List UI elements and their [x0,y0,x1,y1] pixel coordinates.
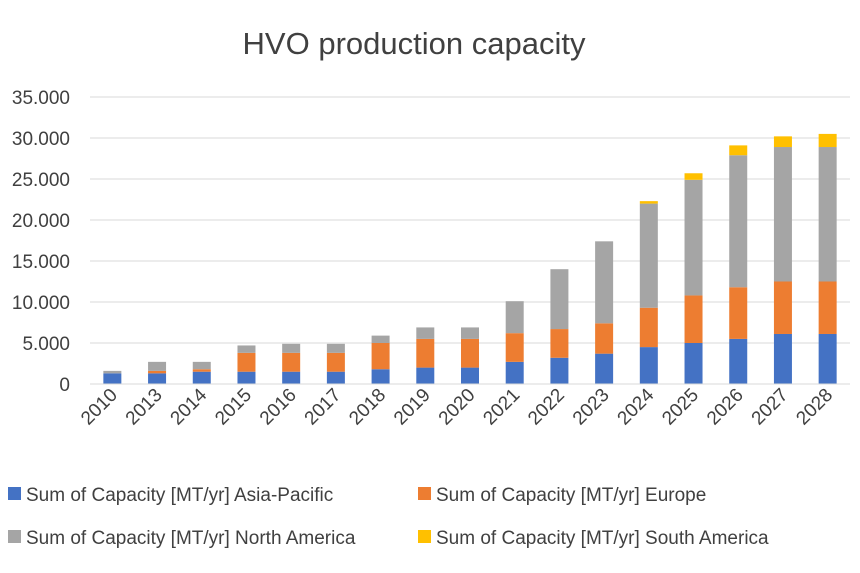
bar-segment [595,323,614,354]
bar-segment [773,281,792,334]
x-tick-label: 2019 [390,385,435,430]
legend-swatch [418,487,431,500]
bar-segment [326,343,345,353]
bar-segment [371,343,390,370]
grid-lines [90,96,850,344]
y-axis-ticks: 0 5.000 10.000 15.000 20.000 25.000 30.000 35.0… [12,88,70,396]
bar-segment [818,133,837,148]
y-tick-label: 35.000 [12,88,70,109]
bar-segment [192,361,211,370]
bars [103,133,837,384]
legend-label: Sum of Capacity [MT/yr] South America [436,528,769,549]
bar-segment [639,201,658,204]
bar-segment [282,343,301,353]
bar-segment [550,329,569,358]
bar-segment [550,357,569,384]
x-tick-label: 2021 [479,385,524,430]
y-tick-label: 30.000 [12,129,70,150]
y-tick-label: 15.000 [12,252,70,273]
bar-segment [684,173,703,180]
bar-segment [773,147,792,282]
bar-segment [326,352,345,372]
legend-swatch [418,530,431,543]
bar-segment [818,281,837,334]
y-tick-label: 0 [59,375,70,396]
bar-segment [237,352,256,372]
chart-title: HVO production capacity [243,26,586,61]
bar-segment [371,369,390,384]
bar-segment [371,335,390,343]
y-tick-label: 20.000 [12,211,70,232]
bar-segment [729,145,748,156]
bar-segment [192,369,211,372]
bar-segment [684,179,703,296]
x-tick-label: 2015 [211,385,256,430]
legend-swatch [8,487,21,500]
bar-segment [282,371,301,384]
bar-segment [192,371,211,384]
bar-segment [505,361,524,384]
bar-segment [639,347,658,384]
bar-segment [505,333,524,362]
bar-segment [684,295,703,343]
bar-segment [237,371,256,384]
y-tick-label: 10.000 [12,293,70,314]
bar-segment [461,367,479,384]
bar-segment [461,338,479,368]
bar-segment [773,333,792,384]
x-tick-label: 2018 [345,385,390,430]
x-tick-label: 2024 [614,384,659,429]
x-tick-label: 2014 [167,384,212,429]
bar-segment [103,370,122,374]
bar-segment [326,371,345,384]
x-tick-label: 2017 [301,385,346,430]
x-tick-label: 2027 [748,385,793,430]
bar-segment [416,327,435,339]
y-tick-label: 25.000 [12,170,70,191]
bar-segment [416,367,435,384]
x-tick-label: 2020 [435,385,480,430]
bar-segment [595,241,614,324]
bar-segment [684,343,703,384]
bar-segment [729,287,748,339]
legend: Sum of Capacity [MT/yr] Asia-Pacific Sum … [8,485,769,549]
bar-segment [237,345,256,353]
bar-segment [148,370,167,374]
bar-segment [282,352,301,372]
x-tick-label: 2026 [703,385,748,430]
x-tick-label: 2028 [792,385,837,430]
bar-segment [148,373,167,384]
x-tick-label: 2023 [569,385,614,430]
bar-segment [461,327,479,339]
y-tick-label: 5.000 [22,334,70,355]
bar-segment [729,338,748,384]
x-axis-ticks: 2010 2013 2014 2015 2016 2017 2018 2019 2020 2021… [77,384,837,429]
bar-segment [639,203,658,308]
x-tick-label: 2022 [524,385,569,430]
bar-segment [505,301,524,334]
bar-segment [818,333,837,384]
x-tick-label: 2013 [122,385,167,430]
x-tick-label: 2016 [256,385,301,430]
bar-segment [639,307,658,348]
bar-segment [550,269,569,330]
x-tick-label: 2010 [77,385,122,430]
bar-segment [729,155,748,288]
legend-swatch [8,530,21,543]
legend-label: Sum of Capacity [MT/yr] Europe [436,485,706,506]
legend-label: Sum of Capacity [MT/yr] Asia-Pacific [26,485,333,506]
bar-segment [773,136,792,148]
bar-segment [148,361,167,371]
bar-segment [103,373,122,384]
legend-label: Sum of Capacity [MT/yr] North America [26,528,356,549]
x-tick-label: 2025 [658,385,703,430]
bar-segment [595,353,614,384]
bar-segment [818,147,837,282]
bar-segment [416,338,435,368]
